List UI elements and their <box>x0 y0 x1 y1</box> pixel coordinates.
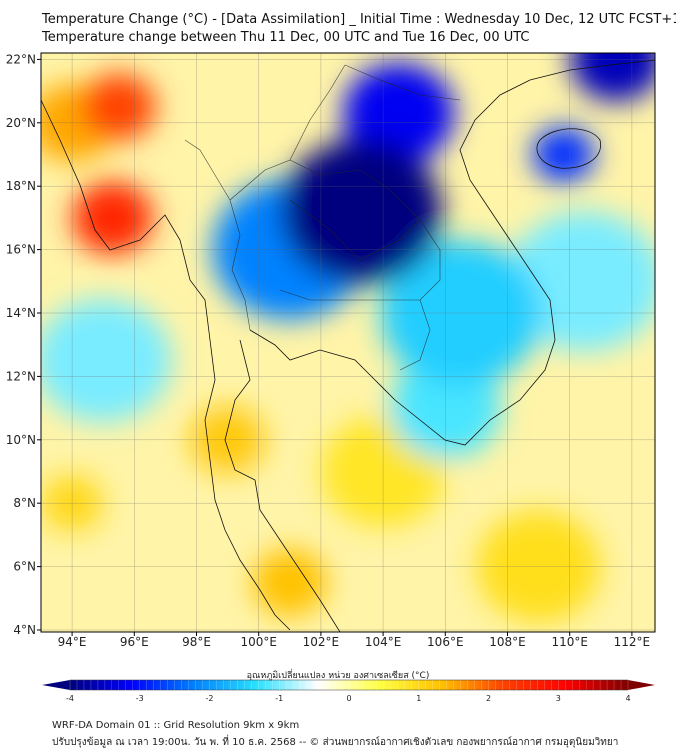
colorbar-tick-label: -2 <box>206 694 214 703</box>
x-tick-label: 96°E <box>120 635 149 649</box>
x-tick-label: 112°E <box>614 635 651 649</box>
x-tick-label: 102°E <box>303 635 340 649</box>
colorbar-tick-label: -4 <box>66 694 74 703</box>
field-anomaly <box>342 62 455 164</box>
field-anomaly <box>81 73 156 141</box>
map-frame <box>40 52 656 633</box>
colorbar-max-extend <box>628 680 655 690</box>
y-tick-label: 10°N <box>6 433 36 447</box>
borders <box>184 64 461 371</box>
temperature-change-map: 94°E 96°E 98°E 100°E 102°E 104°E 106°E 108°E 110… <box>6 52 656 703</box>
y-tick-label: 20°N <box>6 116 36 130</box>
field-anomaly <box>532 126 595 183</box>
colorbar-label: อุณหภูมิเปลี่ยนแปลง หน่วย องศาเซลเซียส (… <box>246 671 430 681</box>
field-anomaly <box>72 181 153 255</box>
x-tick-label: 106°E <box>427 635 464 649</box>
y-tick-label: 22°N <box>6 52 36 66</box>
y-tick-label: 8°N <box>13 496 36 510</box>
x-tick-label: 104°E <box>365 635 402 649</box>
colorbar-tick-label: -3 <box>136 694 144 703</box>
y-tick-label: 16°N <box>6 243 36 257</box>
field-anomaly <box>569 53 655 102</box>
y-tick-label: 12°N <box>6 369 36 383</box>
colorbar-tick-label: 2 <box>486 694 491 703</box>
y-tick-label: 18°N <box>6 179 36 193</box>
colorbar-min-extend <box>42 680 70 690</box>
field-anomaly <box>41 298 172 423</box>
map-title: Temperature Change (°C) - [Data Assimila… <box>42 12 676 27</box>
y-tick-label: 4°N <box>13 623 36 637</box>
colorbar-tick-label: 0 <box>346 694 351 703</box>
colorbar-tick-label: -1 <box>275 694 283 703</box>
field-anomaly <box>252 548 327 617</box>
footer-model-info: WRF-DA Domain 01 :: Grid Resolution 9km … <box>52 720 300 731</box>
field-anomaly <box>280 138 442 285</box>
footer-update-info: ปรับปรุงข้อมูล ณ เวลา 19:00น. วัน พ. ที่… <box>52 737 619 748</box>
colorbar-tick-label: 3 <box>556 694 561 703</box>
y-tick-label: 14°N <box>6 306 36 320</box>
x-tick-label: 98°E <box>182 635 211 649</box>
x-tick-label: 94°E <box>58 635 87 649</box>
coastlines <box>41 59 655 632</box>
map-subtitle: Temperature change between Thu 11 Dec, 0… <box>42 30 530 45</box>
y-tick-label: 6°N <box>13 560 36 574</box>
colorbar <box>42 679 655 691</box>
x-tick-label: 110°E <box>551 635 588 649</box>
colorbar-tick-label: 1 <box>416 694 421 703</box>
x-tick-label: 100°E <box>240 635 277 649</box>
x-tick-label: 108°E <box>489 635 526 649</box>
colorbar-tick-label: 4 <box>625 694 630 703</box>
field-anomaly <box>507 211 655 352</box>
